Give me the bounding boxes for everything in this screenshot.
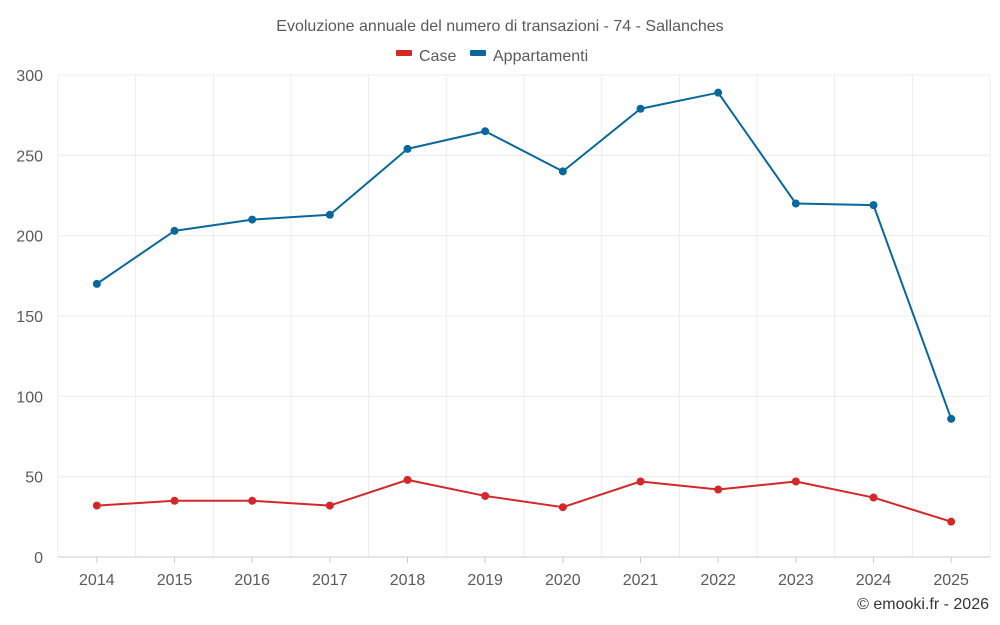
x-tick-label: 2015 bbox=[157, 572, 193, 589]
legend-label-appartamenti[interactable]: Appartamenti bbox=[493, 48, 588, 65]
y-tick-label: 200 bbox=[16, 229, 43, 246]
data-point-appartamenti-2024 bbox=[869, 201, 878, 210]
x-tick-label: 2021 bbox=[623, 572, 659, 589]
data-point-case-2016 bbox=[248, 496, 257, 505]
data-point-appartamenti-2014 bbox=[92, 279, 101, 288]
legend-label-case[interactable]: Case bbox=[419, 48, 456, 65]
data-point-appartamenti-2016 bbox=[248, 215, 257, 224]
data-point-case-2022 bbox=[714, 485, 723, 494]
chart-title: Evoluzione annuale del numero di transaz… bbox=[276, 18, 723, 35]
series-layer bbox=[92, 88, 956, 526]
x-tick-label: 2019 bbox=[467, 572, 503, 589]
data-point-case-2014 bbox=[92, 501, 101, 510]
data-point-case-2021 bbox=[636, 477, 645, 486]
x-tick-label: 2018 bbox=[390, 572, 426, 589]
x-tick-label: 2022 bbox=[700, 572, 736, 589]
x-tick-label: 2017 bbox=[312, 572, 348, 589]
x-axis: 2014 2015 2016 2017 2018 2019 2020 2021 2022 2023… bbox=[58, 556, 990, 589]
series-line-case bbox=[96, 478, 952, 523]
y-axis: 0 50 100 150 200 250 300 bbox=[16, 68, 43, 567]
data-point-appartamenti-2020 bbox=[558, 167, 567, 176]
data-point-case-2019 bbox=[481, 491, 490, 500]
data-point-case-2023 bbox=[791, 477, 800, 486]
y-tick-label: 100 bbox=[16, 389, 43, 406]
x-tick-label: 2025 bbox=[933, 572, 969, 589]
y-tick-label: 300 bbox=[16, 68, 43, 85]
data-point-appartamenti-2017 bbox=[325, 210, 334, 219]
data-point-appartamenti-2019 bbox=[481, 127, 490, 136]
x-tick-label: 2016 bbox=[234, 572, 270, 589]
x-tick-label: 2020 bbox=[545, 572, 581, 589]
data-point-case-2025 bbox=[947, 517, 956, 526]
data-point-case-2017 bbox=[325, 501, 334, 510]
y-tick-label: 150 bbox=[16, 309, 43, 326]
data-point-appartamenti-2021 bbox=[636, 104, 645, 113]
data-point-appartamenti-2022 bbox=[714, 88, 723, 97]
y-tick-label: 0 bbox=[34, 550, 43, 567]
y-tick-label: 50 bbox=[25, 470, 43, 487]
data-point-case-2024 bbox=[869, 493, 878, 502]
credit-text: © emooki.fr - 2026 bbox=[857, 596, 989, 613]
x-tick-label: 2023 bbox=[778, 572, 814, 589]
data-point-case-2020 bbox=[558, 503, 567, 512]
data-point-appartamenti-2015 bbox=[170, 226, 179, 235]
data-point-appartamenti-2023 bbox=[791, 199, 800, 208]
legend-swatch-case bbox=[396, 50, 412, 56]
legend: Case Appartamenti bbox=[396, 48, 588, 65]
series-line-appartamenti bbox=[96, 91, 953, 420]
data-point-appartamenti-2018 bbox=[403, 144, 412, 153]
x-tick-label: 2024 bbox=[856, 572, 892, 589]
legend-swatch-appartamenti bbox=[470, 50, 486, 56]
y-tick-label: 250 bbox=[16, 148, 43, 165]
data-point-case-2015 bbox=[170, 496, 179, 505]
gridlines bbox=[57, 74, 991, 557]
x-tick-label: 2014 bbox=[79, 572, 115, 589]
data-point-appartamenti-2025 bbox=[947, 414, 956, 423]
data-point-case-2018 bbox=[403, 475, 412, 484]
